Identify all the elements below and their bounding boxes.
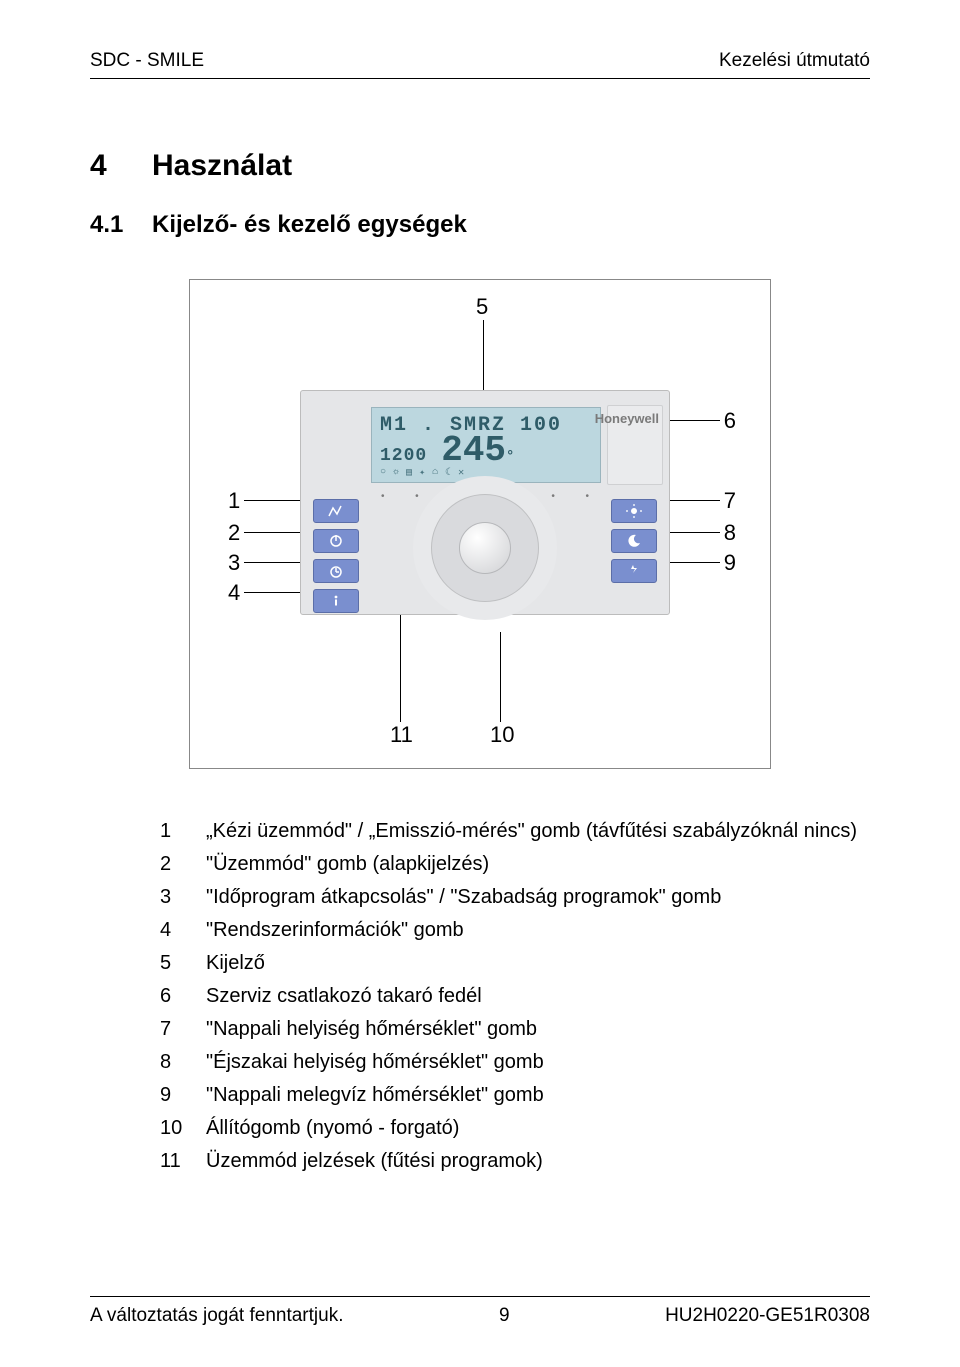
- callout-6: 6: [724, 408, 736, 434]
- night-room-temp-button[interactable]: [611, 529, 657, 553]
- legend-index: 2: [160, 848, 206, 881]
- legend-index: 4: [160, 914, 206, 947]
- page: SDC - SMILE Kezelési útmutató 4Használat…: [0, 0, 960, 1367]
- lcd-line2: 1200 245°: [380, 435, 592, 467]
- legend-row: 6Szerviz csatlakozó takaró fedél: [160, 980, 870, 1013]
- section-heading: 4Használat: [90, 149, 870, 183]
- mode-icon: ✦: [419, 467, 425, 479]
- legend-text: "Nappali melegvíz hőmérséklet" gomb: [206, 1079, 870, 1112]
- legend-text: "Időprogram átkapcsolás" / "Szabadság pr…: [206, 881, 870, 914]
- legend-index: 10: [160, 1112, 206, 1145]
- callout-4: 4: [228, 580, 240, 606]
- footer-page-number: 9: [499, 1305, 510, 1327]
- legend-row: 3"Időprogram átkapcsolás" / "Szabadság p…: [160, 881, 870, 914]
- mode-icon: ☾: [445, 467, 451, 479]
- legend-text: "Üzemmód" gomb (alapkijelzés): [206, 848, 870, 881]
- footer-rule: [90, 1296, 870, 1297]
- legend-index: 8: [160, 1046, 206, 1079]
- lead-2: [244, 532, 304, 533]
- legend-row: 2"Üzemmód" gomb (alapkijelzés): [160, 848, 870, 881]
- legend-text: „Kézi üzemmód" / „Emisszió-mérés" gomb (…: [206, 815, 870, 848]
- lcd-display: M1 . SMRZ 100 1200 245° ○ ☼ ▤ ✦ ⌂ ☾ ✕: [371, 407, 601, 483]
- legend-text: Állítógomb (nyomó - forgató): [206, 1112, 870, 1145]
- legend-index: 11: [160, 1145, 206, 1178]
- callout-1: 1: [228, 488, 240, 514]
- legend-row: 11Üzemmód jelzések (fűtési programok): [160, 1145, 870, 1178]
- legend-text: "Éjszakai helyiség hőmérséklet" gomb: [206, 1046, 870, 1079]
- header-left: SDC - SMILE: [90, 50, 204, 72]
- footer-right: HU2H0220-GE51R0308: [665, 1305, 870, 1327]
- lead-1: [244, 500, 304, 501]
- time-program-button[interactable]: [313, 559, 359, 583]
- manual-mode-button[interactable]: [313, 499, 359, 523]
- legend-text: "Nappali helyiség hőmérséklet" gomb: [206, 1013, 870, 1046]
- legend-index: 1: [160, 815, 206, 848]
- legend-row: 5Kijelző: [160, 947, 870, 980]
- legend-index: 3: [160, 881, 206, 914]
- lead-5: [483, 320, 484, 392]
- legend-row: 1„Kézi üzemmód" / „Emisszió-mérés" gomb …: [160, 815, 870, 848]
- lead-3: [244, 562, 304, 563]
- system-info-button[interactable]: [313, 589, 359, 613]
- section-number: 4: [90, 149, 152, 183]
- day-room-temp-button[interactable]: [611, 499, 657, 523]
- rotary-knob[interactable]: [431, 494, 539, 602]
- operating-mode-button[interactable]: [313, 529, 359, 553]
- legend-text: Üzemmód jelzések (fűtési programok): [206, 1145, 870, 1178]
- legend-row: 9"Nappali melegvíz hőmérséklet" gomb: [160, 1079, 870, 1112]
- mode-icon: ☼: [393, 467, 399, 479]
- lcd-degree: °: [506, 449, 514, 465]
- header-rule: [90, 78, 870, 79]
- legend-index: 9: [160, 1079, 206, 1112]
- callout-8: 8: [724, 520, 736, 546]
- subsection-number: 4.1: [90, 211, 152, 239]
- knob-center[interactable]: [459, 522, 511, 574]
- section-title-text: Használat: [152, 149, 292, 182]
- callout-9: 9: [724, 550, 736, 576]
- legend-row: 8"Éjszakai helyiség hőmérséklet" gomb: [160, 1046, 870, 1079]
- lead-10: [500, 632, 501, 722]
- page-footer: A változtatás jogát fenntartjuk. 9 HU2H0…: [90, 1305, 870, 1327]
- mode-icon: ○: [380, 467, 386, 479]
- legend-list: 1„Kézi üzemmód" / „Emisszió-mérés" gomb …: [160, 815, 870, 1178]
- legend-row: 4"Rendszerinformációk" gomb: [160, 914, 870, 947]
- dhw-temp-button[interactable]: [611, 559, 657, 583]
- callout-3: 3: [228, 550, 240, 576]
- callout-7: 7: [724, 488, 736, 514]
- legend-index: 6: [160, 980, 206, 1013]
- callout-2: 2: [228, 520, 240, 546]
- legend-text: "Rendszerinformációk" gomb: [206, 914, 870, 947]
- callout-5: 5: [476, 294, 488, 320]
- mode-icon: ✕: [458, 467, 464, 479]
- legend-index: 5: [160, 947, 206, 980]
- legend-index: 7: [160, 1013, 206, 1046]
- mode-icon: ⌂: [432, 467, 438, 479]
- page-header: SDC - SMILE Kezelési útmutató: [90, 50, 870, 72]
- lcd-time: 1200: [380, 446, 427, 466]
- mode-icon: ▤: [406, 467, 412, 479]
- legend-row: 10Állítógomb (nyomó - forgató): [160, 1112, 870, 1145]
- lead-4: [244, 592, 304, 593]
- callout-11: 11: [390, 722, 413, 748]
- brand-label: Honeywell: [595, 411, 659, 426]
- device-diagram: 5 1 2 3 4 6 7 8 9 10 11 M1 . SMRZ 100: [189, 279, 771, 769]
- footer-left: A változtatás jogát fenntartjuk.: [90, 1305, 344, 1327]
- header-right: Kezelési útmutató: [719, 50, 870, 72]
- legend-row: 7"Nappali helyiség hőmérséklet" gomb: [160, 1013, 870, 1046]
- legend-text: Kijelző: [206, 947, 870, 980]
- lcd-temp: 245: [441, 435, 506, 467]
- subsection-title-text: Kijelző- és kezelő egységek: [152, 211, 467, 238]
- subsection-heading: 4.1Kijelző- és kezelő egységek: [90, 211, 870, 239]
- callout-10: 10: [490, 722, 514, 748]
- legend-text: Szerviz csatlakozó takaró fedél: [206, 980, 870, 1013]
- device-panel: M1 . SMRZ 100 1200 245° ○ ☼ ▤ ✦ ⌂ ☾ ✕ Ho…: [300, 390, 670, 615]
